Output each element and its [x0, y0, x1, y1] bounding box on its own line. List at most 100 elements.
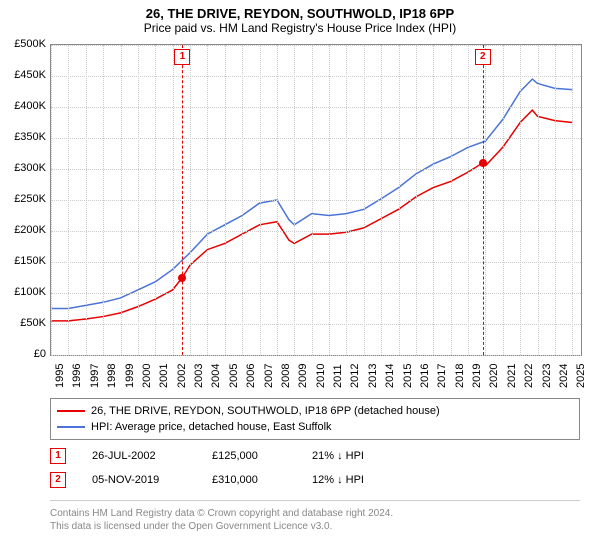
xtick-label: 1997	[89, 364, 101, 388]
gridline-v	[399, 45, 400, 355]
xtick-label: 2022	[523, 364, 535, 388]
footer-line1: Contains HM Land Registry data © Crown c…	[50, 507, 580, 520]
ytick-label: £200K	[2, 224, 46, 236]
gridline-h	[51, 76, 581, 77]
xtick-label: 2023	[541, 364, 553, 388]
xtick-label: 2011	[332, 364, 344, 388]
legend-row: HPI: Average price, detached house, East…	[57, 419, 573, 435]
ytick-label: £350K	[2, 131, 46, 143]
plot-area: 12	[50, 44, 582, 356]
xtick-label: 1999	[124, 364, 136, 388]
gridline-v	[329, 45, 330, 355]
xtick-label: 2012	[349, 364, 361, 388]
chart-title: 26, THE DRIVE, REYDON, SOUTHWOLD, IP18 6…	[0, 0, 600, 21]
xtick-label: 2021	[506, 364, 518, 388]
xtick-label: 1996	[71, 364, 83, 388]
marker-box: 1	[174, 49, 190, 65]
marker-table-row: 205-NOV-2019£310,00012% ↓ HPI	[50, 468, 580, 492]
marker-date: 26-JUL-2002	[76, 450, 202, 462]
footer-line2: This data is licensed under the Open Gov…	[50, 520, 580, 533]
xtick-label: 2024	[558, 364, 570, 388]
ytick-label: £250K	[2, 193, 46, 205]
gridline-h	[51, 169, 581, 170]
marker-date: 05-NOV-2019	[76, 474, 202, 486]
xtick-label: 2002	[176, 364, 188, 388]
ytick-label: £300K	[2, 162, 46, 174]
footer: Contains HM Land Registry data © Crown c…	[50, 500, 580, 533]
gridline-v	[381, 45, 382, 355]
gridline-v	[242, 45, 243, 355]
xtick-label: 2016	[419, 364, 431, 388]
gridline-v	[312, 45, 313, 355]
gridline-v	[468, 45, 469, 355]
gridline-v	[173, 45, 174, 355]
marker-table: 1 26-JUL-2002 £125,000 21% ↓ HPI 2 05-NOV-201…	[50, 444, 580, 492]
gridline-h	[51, 138, 581, 139]
gridline-v	[68, 45, 69, 355]
ytick-label: £100K	[2, 286, 46, 298]
gridline-v	[225, 45, 226, 355]
xtick-label: 2004	[210, 364, 222, 388]
xtick-label: 2018	[454, 364, 466, 388]
legend-swatch	[57, 426, 85, 428]
legend-swatch	[57, 410, 85, 412]
gridline-v	[503, 45, 504, 355]
gridline-v	[538, 45, 539, 355]
xtick-label: 2008	[280, 364, 292, 388]
xtick-label: 2006	[245, 364, 257, 388]
gridline-v	[451, 45, 452, 355]
gridline-v	[155, 45, 156, 355]
marker-table-row: 1 26-JUL-2002 £125,000 21% ↓ HPI	[50, 444, 580, 468]
marker-dot	[178, 274, 186, 282]
marker-vline	[182, 45, 183, 355]
gridline-v	[555, 45, 556, 355]
gridline-h	[51, 355, 581, 356]
xtick-label: 1995	[54, 364, 66, 388]
gridline-h	[51, 107, 581, 108]
gridline-h	[51, 200, 581, 201]
gridline-h	[51, 231, 581, 232]
gridline-v	[294, 45, 295, 355]
xtick-label: 2020	[488, 364, 500, 388]
ytick-label: £500K	[2, 38, 46, 50]
xtick-label: 2010	[315, 364, 327, 388]
gridline-v	[138, 45, 139, 355]
gridline-v	[260, 45, 261, 355]
marker-table-box: 2	[50, 472, 66, 488]
marker-box: 2	[475, 49, 491, 65]
gridline-v	[520, 45, 521, 355]
marker-table-box: 1	[50, 448, 66, 464]
gridline-v	[207, 45, 208, 355]
gridline-v	[277, 45, 278, 355]
xtick-label: 2005	[228, 364, 240, 388]
gridline-v	[485, 45, 486, 355]
xtick-label: 2001	[158, 364, 170, 388]
gridline-v	[364, 45, 365, 355]
gridline-v	[51, 45, 52, 355]
ytick-label: £450K	[2, 69, 46, 81]
legend: 26, THE DRIVE, REYDON, SOUTHWOLD, IP18 6…	[50, 398, 580, 440]
legend-label: 26, THE DRIVE, REYDON, SOUTHWOLD, IP18 6…	[91, 405, 440, 417]
xtick-label: 2017	[436, 364, 448, 388]
marker-price: £310,000	[212, 474, 302, 486]
xtick-label: 2015	[402, 364, 414, 388]
xtick-label: 2014	[384, 364, 396, 388]
xtick-label: 2019	[471, 364, 483, 388]
gridline-v	[190, 45, 191, 355]
ytick-label: £400K	[2, 100, 46, 112]
xtick-label: 2009	[297, 364, 309, 388]
xtick-label: 2007	[263, 364, 275, 388]
gridline-v	[103, 45, 104, 355]
marker-vline	[483, 45, 484, 355]
gridline-v	[121, 45, 122, 355]
gridline-h	[51, 324, 581, 325]
xtick-label: 2025	[575, 364, 587, 388]
xtick-label: 2000	[141, 364, 153, 388]
marker-pct: 21% ↓ HPI	[312, 450, 422, 462]
gridline-v	[86, 45, 87, 355]
marker-price: £125,000	[212, 450, 302, 462]
marker-dot	[479, 159, 487, 167]
ytick-label: £150K	[2, 255, 46, 267]
xtick-label: 2003	[193, 364, 205, 388]
ytick-label: £50K	[2, 317, 46, 329]
